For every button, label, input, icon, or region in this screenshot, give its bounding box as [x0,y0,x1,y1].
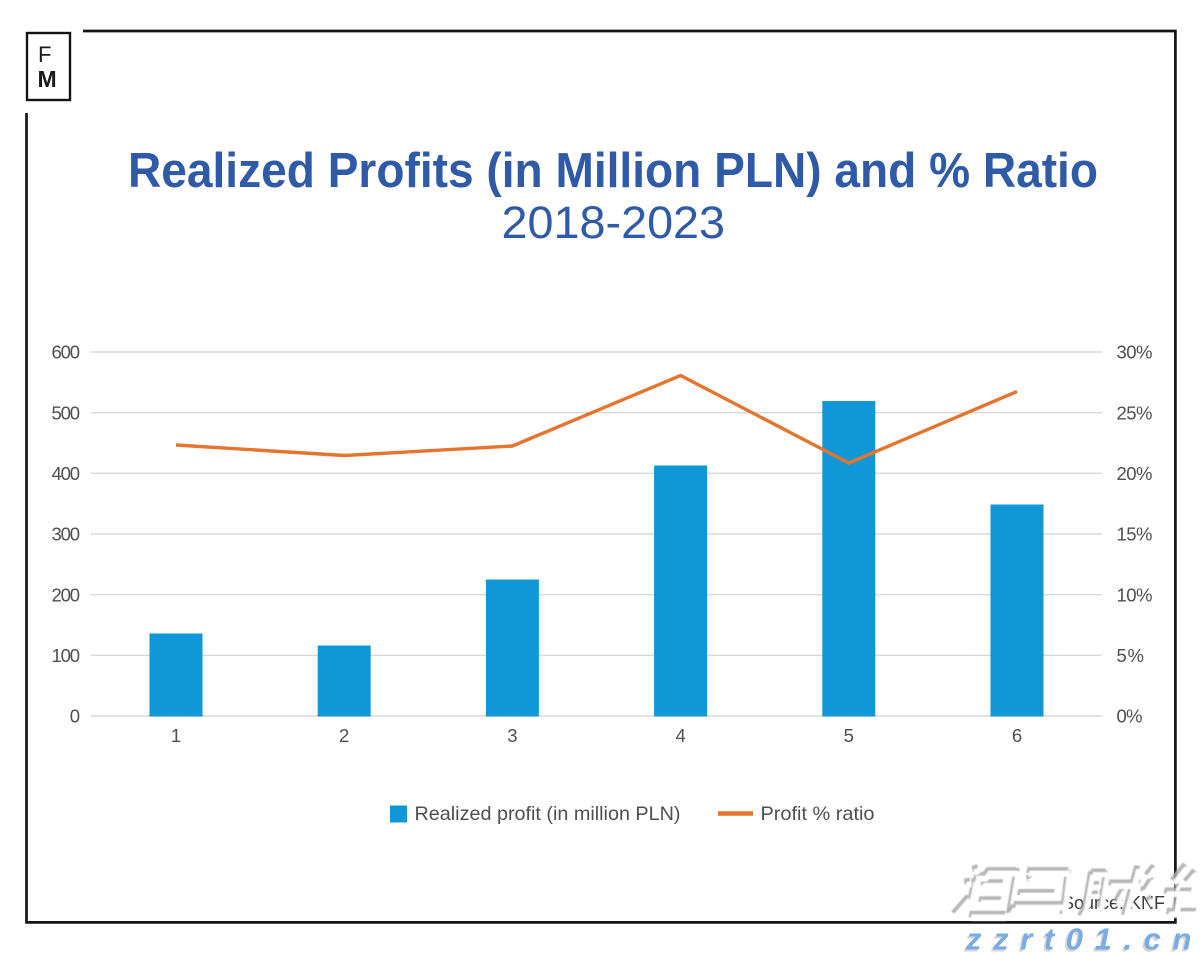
svg-text:zzrt01.cn: zzrt01.cn [965,922,1200,955]
svg-text:600: 600 [52,342,81,363]
svg-text:Realized profit (in million PL: Realized profit (in million PLN) [415,803,681,825]
svg-text:25%: 25% [1117,402,1153,423]
svg-text:Profit % ratio: Profit % ratio [761,803,875,825]
svg-text:500: 500 [52,402,81,423]
svg-text:1: 1 [171,725,181,746]
svg-text:200: 200 [52,584,81,605]
svg-text:30%: 30% [1117,342,1153,363]
svg-text:M: M [38,66,57,92]
svg-text:10%: 10% [1117,584,1153,605]
svg-text:2018-2023: 2018-2023 [502,197,726,248]
svg-text:15%: 15% [1117,524,1153,545]
svg-text:400: 400 [52,463,81,484]
svg-text:4: 4 [675,725,685,746]
svg-text:3: 3 [507,725,517,746]
svg-text:0%: 0% [1117,706,1143,727]
svg-text:5: 5 [844,725,854,746]
svg-text:300: 300 [52,524,81,545]
svg-text:0: 0 [70,706,80,727]
svg-text:6: 6 [1012,725,1022,746]
svg-text:20%: 20% [1117,463,1153,484]
svg-text:F: F [38,42,51,67]
svg-text:Realized Profits (in Million P: Realized Profits (in Million PLN) and % … [128,144,1098,198]
svg-text:zzrt01.cn: zzrt01.cn [963,924,1200,955]
svg-text:100: 100 [52,645,81,666]
svg-text:5%: 5% [1117,645,1145,666]
svg-text:2: 2 [339,725,349,746]
